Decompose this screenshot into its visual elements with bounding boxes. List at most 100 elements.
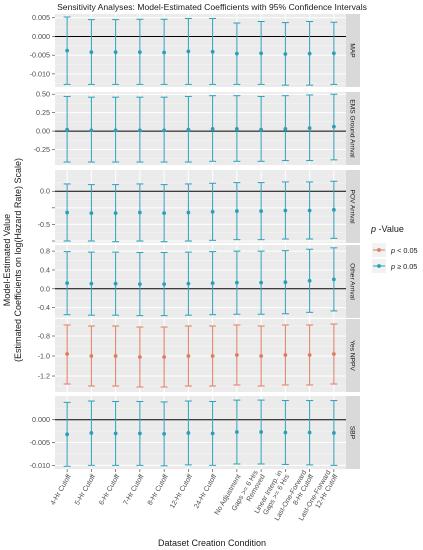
estimate-point xyxy=(210,431,215,436)
facet-strip xyxy=(346,319,360,392)
error-bar xyxy=(257,20,265,85)
facet-strip xyxy=(346,170,360,243)
y-tick-label: 0.4 xyxy=(40,265,50,274)
y-tick-label: -1.2 xyxy=(38,372,50,381)
facet-strip xyxy=(346,396,360,469)
estimate-point xyxy=(283,208,288,213)
estimate-point xyxy=(113,128,118,133)
error-bar xyxy=(63,183,71,242)
error-bar xyxy=(330,21,338,85)
estimate-point xyxy=(307,278,312,283)
estimate-point xyxy=(137,355,142,359)
error-bar xyxy=(257,250,265,315)
error-bar xyxy=(209,251,217,316)
facet-strip-label: MAP xyxy=(349,43,356,58)
facet-strip-label: EMS Ground Arrival xyxy=(349,99,356,158)
error-bar xyxy=(281,181,289,240)
error-bar xyxy=(112,184,120,243)
error-bar xyxy=(209,325,217,387)
estimate-point xyxy=(283,353,288,357)
error-bar xyxy=(112,325,120,387)
x-tick-label-line: 5-Hr Cutoff xyxy=(74,473,97,506)
error-bar xyxy=(63,324,71,385)
facet-strip-label: Yes NPPV xyxy=(349,340,356,371)
error-bar xyxy=(112,19,120,85)
estimate-point xyxy=(307,51,312,56)
y-tick-label: 0.25 xyxy=(36,108,50,117)
error-bar xyxy=(63,251,71,316)
error-bar xyxy=(160,326,168,388)
y-tick-label: -0.010 xyxy=(30,69,50,78)
error-bar xyxy=(184,183,192,242)
legend: p -Value p < 0.05p ≥ 0.05 xyxy=(370,224,418,273)
panel-background xyxy=(55,92,346,165)
error-bar xyxy=(136,183,144,242)
x-tick-label-line: 8-Hr Cutoff xyxy=(147,473,170,506)
error-bar xyxy=(87,19,95,85)
error-bar xyxy=(306,181,314,240)
error-bar xyxy=(330,180,338,239)
panel-background xyxy=(55,245,346,318)
estimate-point xyxy=(162,50,167,55)
error-bar xyxy=(136,400,144,466)
estimate-point xyxy=(89,50,94,55)
estimate-point xyxy=(331,207,336,212)
estimate-point xyxy=(307,430,312,435)
estimate-point xyxy=(210,126,215,131)
panel: 0.000 -0.005 -0.010 SBP xyxy=(30,396,360,470)
estimate-point xyxy=(65,352,70,356)
estimate-point xyxy=(186,354,191,358)
y-tick-label: 0.8 xyxy=(40,247,50,256)
error-bar xyxy=(330,93,338,161)
legend-items: p < 0.05p ≥ 0.05 xyxy=(372,243,418,273)
error-bar xyxy=(257,325,265,387)
y-tick-label: 0.005 xyxy=(32,13,50,22)
facet-panels: 0.005 0.000 -0.005 -0.010 MAP 0.50 0.25 0.00 -0.… xyxy=(30,13,360,470)
estimate-point xyxy=(113,431,118,436)
error-bar xyxy=(160,184,168,243)
estimate-point xyxy=(307,126,312,131)
estimate-point xyxy=(162,211,167,216)
y-axis-title-line1: Model-Estimated Value xyxy=(2,214,12,306)
x-tick-label: 7-Hr Cutoff xyxy=(122,473,145,506)
estimate-point xyxy=(283,52,288,56)
panel-background xyxy=(55,170,346,243)
error-bar xyxy=(184,400,192,466)
estimate-point xyxy=(283,126,288,131)
error-bar xyxy=(330,400,338,466)
error-bar xyxy=(233,182,241,241)
error-bar xyxy=(112,96,120,163)
panel: 0.50 0.25 0.00 -0.25 EMS Ground Arrival xyxy=(34,90,360,165)
y-tick-label: -0.8 xyxy=(38,332,50,341)
y-tick-label: -0.005 xyxy=(30,51,50,60)
legend-title: p -Value xyxy=(370,224,404,234)
estimate-point xyxy=(307,353,312,357)
error-bar xyxy=(281,250,289,315)
facet-strip-label: POV Arrival xyxy=(349,189,356,224)
x-tick-label-line: 24-Hr Cutoff xyxy=(193,473,218,509)
error-bar xyxy=(233,22,241,85)
estimate-point xyxy=(234,51,239,56)
error-bar xyxy=(87,325,95,387)
error-bar xyxy=(63,95,71,163)
estimate-point xyxy=(210,354,215,358)
estimate-point xyxy=(331,124,336,129)
y-tick-label: 0.000 xyxy=(32,415,50,424)
panel: 0.0 -0.5 POV Arrival xyxy=(38,170,360,243)
x-tick-label-line: 12-Hr Cutoff xyxy=(169,473,194,509)
error-bar xyxy=(160,252,168,317)
estimate-point xyxy=(259,209,264,214)
estimate-point xyxy=(210,209,215,214)
panel: 0.8 0.4 0.0 -0.4 Other Arrival xyxy=(38,245,360,318)
x-tick-label: 5-Hr Cutoff xyxy=(74,473,97,506)
estimate-point xyxy=(113,50,118,55)
estimate-point xyxy=(65,48,70,53)
error-bar xyxy=(257,95,265,162)
legend-entry-label: p < 0.05 xyxy=(390,246,418,255)
error-bar xyxy=(136,96,144,163)
error-bar xyxy=(306,324,314,386)
legend-entry-rest: < 0.05 xyxy=(395,246,418,255)
estimate-point xyxy=(137,50,142,55)
error-bar xyxy=(209,95,217,162)
